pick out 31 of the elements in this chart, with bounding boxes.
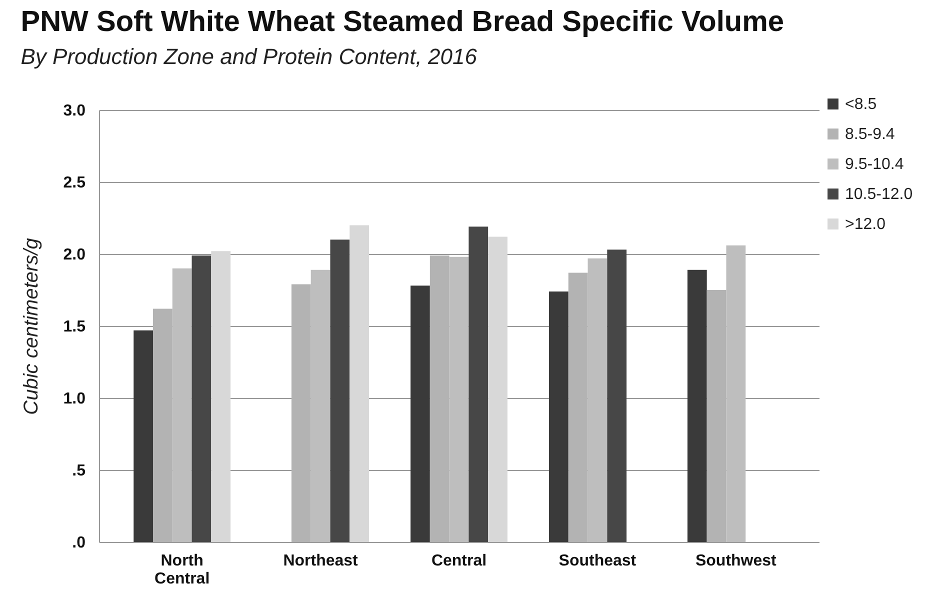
text: 2.5 <box>63 174 86 192</box>
legend-label: 9.5-10.4 <box>845 156 904 173</box>
text: 2.0 <box>63 246 86 264</box>
bar <box>330 240 350 542</box>
y-tick-label: .0 <box>72 534 86 552</box>
legend-label: 10.5-12.0 <box>845 186 913 203</box>
bar <box>549 291 568 542</box>
legend-label: >12.0 <box>845 216 886 233</box>
bar <box>410 286 430 542</box>
x-tick-label: Southwest <box>695 552 778 570</box>
bar <box>211 251 231 542</box>
legend-label: 8.5-9.4 <box>845 126 895 143</box>
bar <box>192 255 212 542</box>
text: 1.5 <box>63 318 86 336</box>
bar <box>134 330 153 542</box>
x-tick-label: Central <box>431 552 487 570</box>
bar <box>488 236 508 542</box>
bar <box>468 226 488 542</box>
x-tick-label: Southeast <box>558 552 637 570</box>
bar <box>350 225 369 542</box>
y-axis-title: Cubic centimeters/g <box>20 238 42 415</box>
chart-title: PNW Soft White Wheat Steamed Bread Specific Volume <box>20 6 784 38</box>
text: 3.0 <box>63 102 86 120</box>
text: 1.0 <box>63 390 86 408</box>
x-tick-label: North Central <box>154 552 210 588</box>
chart-subtitle: By Production Zone and Protein Content, 2016 <box>20 44 478 69</box>
y-tick-label: .5 <box>72 462 86 480</box>
x-tick-label: Northeast <box>283 552 359 570</box>
bar <box>607 250 627 542</box>
bar <box>687 270 707 542</box>
legend-label: <8.5 <box>845 96 877 113</box>
